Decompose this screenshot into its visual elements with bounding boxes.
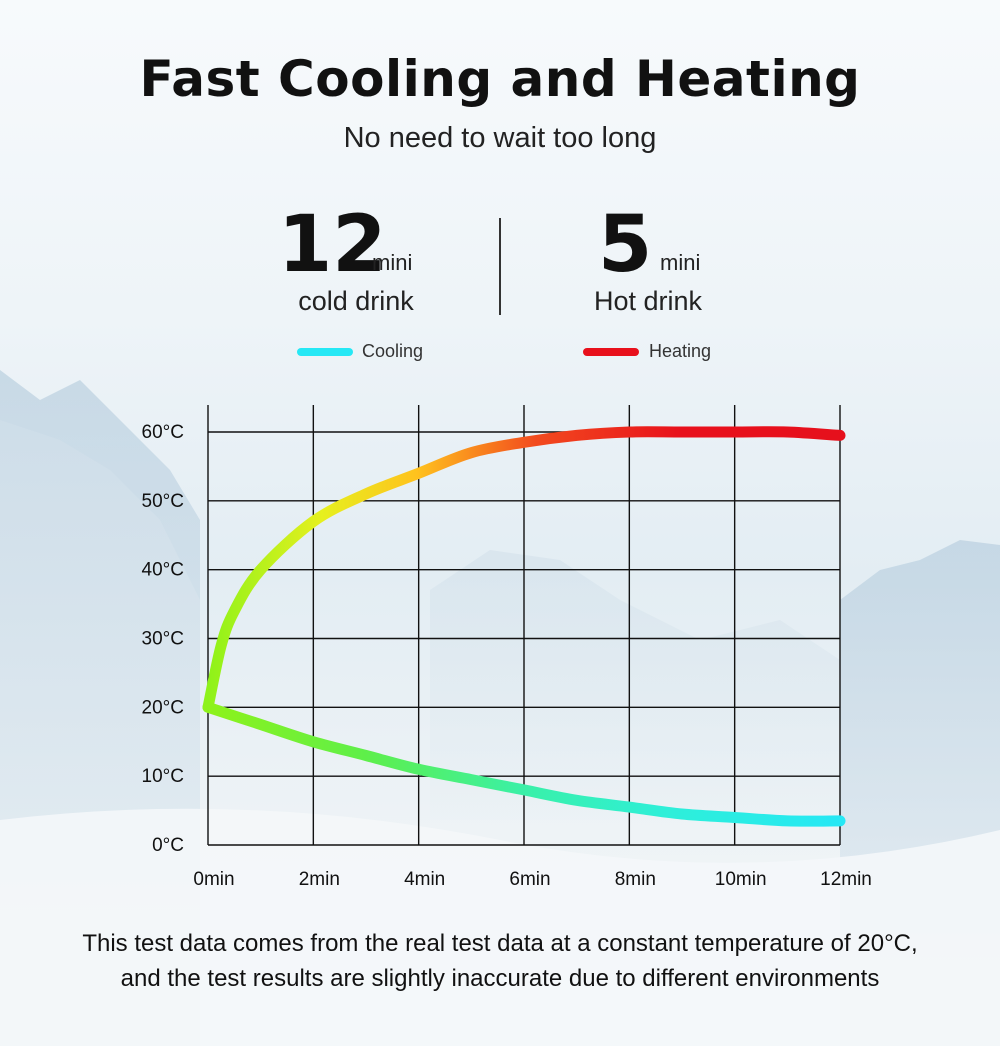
x-tick-label: 12min	[820, 869, 872, 890]
x-tick-label: 4min	[404, 869, 445, 890]
stat-hot-label: Hot drink	[593, 286, 703, 316]
footnote-line-1: This test data comes from the real test …	[82, 930, 918, 957]
chart-series	[202, 426, 846, 827]
chart-axes: 0°C 10°C 20°C 30°C 40°C 50°C 60°C 0min 2min 4min 6…	[142, 422, 872, 890]
series-line-cooling	[202, 701, 846, 827]
legend-cooling-swatch	[297, 348, 353, 356]
y-tick-label: 30°C	[142, 629, 184, 650]
page-title: Fast Cooling and Heating	[139, 50, 861, 108]
stat-hot-unit: mini	[660, 250, 701, 275]
stat-hot-value: 5	[598, 200, 653, 290]
x-tick-label: 6min	[509, 869, 550, 890]
stats-divider	[499, 218, 501, 315]
legend-heating-swatch	[583, 348, 639, 356]
stat-cold-value: 12	[278, 200, 387, 290]
y-tick-label: 60°C	[142, 422, 184, 443]
legend-cooling-label: Cooling	[362, 341, 424, 361]
footnote: This test data comes from the real test …	[0, 926, 1000, 996]
series-line-heating	[202, 426, 846, 713]
x-tick-label: 0min	[193, 869, 234, 890]
y-tick-label: 50°C	[142, 491, 184, 512]
stat-cold-unit: mini	[372, 250, 413, 275]
y-tick-label: 20°C	[142, 697, 184, 718]
legend-heating-label: Heating	[649, 341, 712, 361]
x-tick-label: 8min	[615, 869, 656, 890]
y-tick-label: 0°C	[152, 835, 184, 856]
y-tick-label: 10°C	[142, 766, 184, 787]
page-subtitle: No need to wait too long	[343, 122, 657, 154]
x-tick-label: 10min	[715, 869, 767, 890]
y-tick-label: 40°C	[142, 560, 184, 581]
chart-grid	[207, 405, 841, 846]
x-tick-label: 2min	[299, 869, 340, 890]
stat-cold-label: cold drink	[298, 286, 414, 316]
footnote-line-2: and the test results are slightly inaccu…	[120, 965, 880, 992]
